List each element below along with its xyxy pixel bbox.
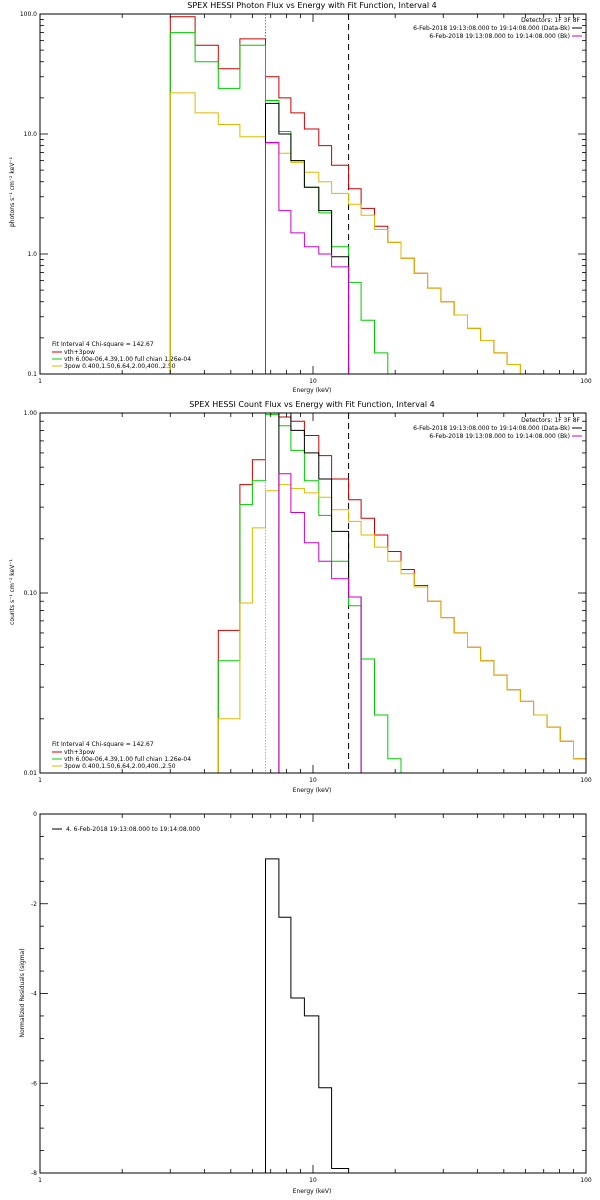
x-tick-label: 100	[580, 777, 592, 784]
x-tick-label: 100	[580, 1177, 592, 1184]
y-tick-label: 10.0	[24, 131, 38, 138]
x-tick-label: 10	[309, 777, 317, 784]
legend-entry: 4. 6-Feb-2018 19:13:08.000 to 19:14:08.0…	[66, 826, 200, 833]
x-tick-label: 1	[38, 1177, 42, 1184]
detectors-label: Detectors: 1F 3F 8F	[521, 417, 580, 424]
legend-bottom-entry: vth 6.00e-06,4.39,1.00 full chian 1.26e-…	[64, 756, 191, 763]
series-vth-3pow	[169, 16, 534, 374]
y-tick-label: 1.00	[24, 410, 38, 417]
series-vth	[169, 32, 401, 374]
plot-frame	[39, 13, 587, 375]
y-tick-label: 0.10	[24, 590, 38, 597]
panel-title: SPEX HESSI Photon Flux vs Energy with Fi…	[187, 1, 437, 10]
legend-top-entry: 6-Feb-2018 19:13:08.000 to 19:14:08.000 …	[413, 425, 570, 432]
residuals-panel: Normalized Residuals (sigma) Energy (keV…	[19, 811, 592, 1195]
y-tick-label: 1.0	[27, 251, 37, 258]
detectors-label: Detectors: 1F 3F 8F	[521, 17, 580, 24]
y-tick-label: -8	[31, 1170, 37, 1177]
photon-flux-panel: SPEX HESSI Photon Flux vs Energy with Fi…	[9, 1, 592, 394]
fit-info: Fit Interval 4 Chi-square = 142.67	[52, 341, 154, 348]
plot-frame	[39, 813, 587, 1174]
series-bk	[278, 473, 362, 773]
y-tick-label: 100.0	[20, 11, 37, 18]
y-tick-label: 0.1	[27, 371, 37, 378]
y-tick-label: 0.01	[24, 770, 38, 777]
y-tick-label: -6	[31, 1080, 37, 1087]
plot-frame	[39, 412, 587, 774]
y-axis-label: Normalized Residuals (sigma)	[19, 948, 26, 1037]
series-vth	[217, 414, 402, 773]
x-axis-label: Energy (keV)	[293, 387, 332, 394]
x-tick-label: 1	[38, 777, 42, 784]
legend-top-entry: 6-Feb-2018 19:13:08.000 to 19:14:08.000 …	[429, 433, 570, 440]
count-flux-panel: SPEX HESSI Count Flux vs Energy with Fit…	[9, 400, 592, 794]
series-vth-3pow	[217, 413, 586, 773]
fit-info: Fit Interval 4 Chi-square = 142.67	[52, 741, 154, 748]
series-3pow	[169, 92, 534, 374]
legend-top-entry: 6-Feb-2018 19:13:08.000 to 19:14:08.000 …	[429, 33, 570, 40]
legend-bottom-entry: 3pow 0.400,1.50,6.64,2.00,400.,2.50	[64, 763, 176, 770]
x-axis-label: Energy (keV)	[293, 1188, 332, 1195]
y-axis-label: counts s⁻¹ cm⁻² keV⁻¹	[9, 559, 16, 625]
x-tick-label: 10	[309, 378, 317, 385]
series-3pow	[217, 484, 586, 773]
legend-bottom-entry: vth+3pow	[64, 349, 95, 356]
series-data-bk	[265, 102, 350, 374]
x-tick-label: 1	[38, 378, 42, 385]
x-tick-label: 10	[309, 1177, 317, 1184]
y-tick-label: -2	[31, 901, 37, 908]
legend-bottom-entry: vth 6.00e-06,4.39,1.00 full chian 1.26e-…	[64, 356, 191, 363]
y-axis-label: photons s⁻¹ cm⁻² keV⁻¹	[9, 156, 16, 227]
legend-bottom-entry: 3pow 0.400,1.50,6.64,2.00,400.,2.50	[64, 363, 176, 370]
legend-bottom-entry: vth+3pow	[64, 749, 95, 756]
legend-top-entry: 6-Feb-2018 19:13:08.000 to 19:14:08.000 …	[413, 25, 570, 32]
y-tick-label: 0	[33, 811, 37, 818]
series-bk	[265, 142, 350, 374]
series-residuals	[265, 858, 350, 1173]
x-tick-label: 100	[580, 378, 592, 385]
y-tick-label: -4	[31, 991, 37, 998]
panel-title: SPEX HESSI Count Flux vs Energy with Fit…	[189, 400, 434, 409]
x-axis-label: Energy (keV)	[293, 787, 332, 794]
